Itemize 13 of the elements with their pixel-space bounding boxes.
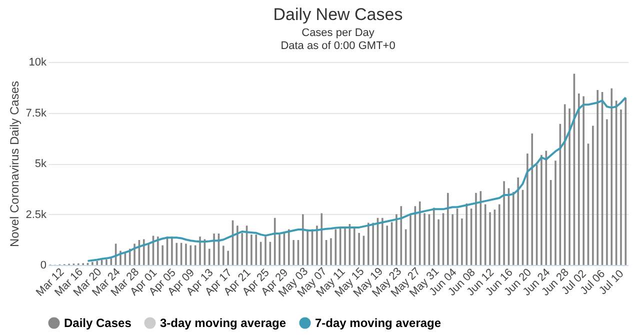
y-axis-title: Novel Coronavirus Daily Cases xyxy=(8,80,22,248)
y-tick-label: 0 xyxy=(40,260,46,272)
text: Data as of 0:00 GMT+0 xyxy=(280,40,396,52)
legend-label: Daily Cases xyxy=(64,316,132,330)
y-tick-label: 5k xyxy=(34,158,47,170)
chart-title: Daily New Cases xyxy=(273,5,403,24)
legend-label: 3-day moving average xyxy=(160,316,286,330)
y-tick-label: 7.5k xyxy=(26,107,47,120)
text: Cases per Day xyxy=(302,27,374,39)
y-tick-label: 10k xyxy=(28,56,47,68)
legend-label: 7-day moving average xyxy=(315,316,442,330)
line-series xyxy=(86,96,627,262)
y-tick-label: 2.5k xyxy=(26,208,47,221)
